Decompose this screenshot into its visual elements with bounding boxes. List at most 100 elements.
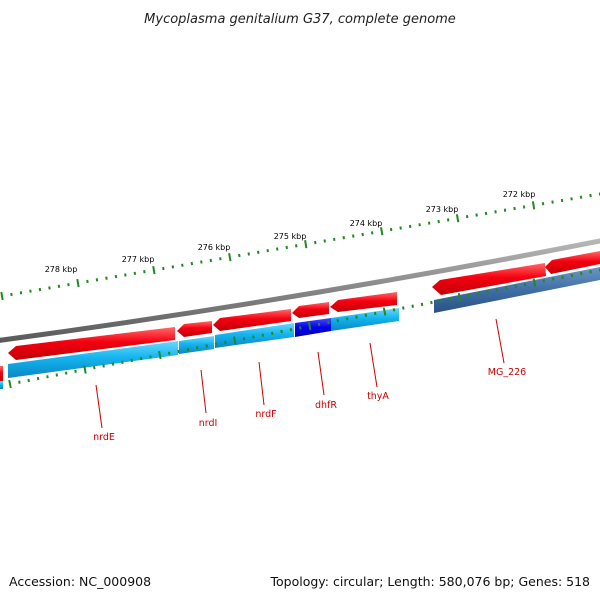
inner-tick xyxy=(345,317,349,321)
scale-label: 276 kbp xyxy=(198,243,231,252)
inner-tick xyxy=(317,322,321,326)
outer-tick xyxy=(95,278,99,282)
gene-arrow-nrdI[interactable] xyxy=(177,321,212,337)
inner-tick xyxy=(551,277,555,281)
outer-tick xyxy=(427,221,431,225)
gene-arrow-nrdE[interactable] xyxy=(8,327,175,360)
outer-tick xyxy=(323,239,326,243)
inner-tick xyxy=(46,375,49,379)
gene-label-MG_226[interactable]: MG_226 xyxy=(488,367,526,378)
inner-tick xyxy=(139,356,143,361)
outer-tick xyxy=(238,253,241,258)
inner-tick xyxy=(307,322,312,331)
outer-tick xyxy=(200,260,203,264)
inner-tick xyxy=(327,320,330,325)
outer-tick xyxy=(114,274,118,279)
cds-bar-mg226[interactable] xyxy=(434,267,600,313)
outer-tick xyxy=(86,279,89,284)
outer-tick xyxy=(570,197,573,201)
gene-arrow-thyA[interactable] xyxy=(330,292,397,312)
inner-tick xyxy=(102,364,105,368)
inner-tick xyxy=(532,278,537,287)
scale-label: 272 kbp xyxy=(503,190,536,199)
outer-tick xyxy=(10,292,13,297)
inner-tick xyxy=(430,300,433,305)
inner-tick xyxy=(261,333,265,337)
outer-tick xyxy=(437,219,440,224)
inner-tick xyxy=(280,329,283,334)
inner-tick xyxy=(36,376,40,381)
gene-labels: MG_226 thyA dhfR nrdF nrdI nrdE xyxy=(93,367,526,443)
cds-bar-thyA[interactable] xyxy=(331,308,399,331)
outer-tick xyxy=(190,261,194,266)
gene-label-nrdE[interactable]: nrdE xyxy=(93,432,115,443)
outer-tick xyxy=(408,224,412,229)
cds-bar-dhfR[interactable] xyxy=(295,318,331,337)
outer-tick xyxy=(124,273,127,277)
inner-tick xyxy=(486,290,489,294)
inner-tick xyxy=(111,362,115,366)
inner-tick xyxy=(130,358,133,363)
gene-label-nrdI[interactable]: nrdI xyxy=(199,418,218,429)
cds-bar-nrdE[interactable] xyxy=(8,341,178,378)
gene-arrow-mg226-a[interactable] xyxy=(432,263,546,295)
outer-tick xyxy=(143,270,146,274)
gene-label-nrdF[interactable]: nrdF xyxy=(255,409,276,420)
outer-tick xyxy=(522,205,526,209)
inner-tick xyxy=(299,326,302,330)
cds-feature-track xyxy=(0,267,600,389)
gene-arrow-dhfR[interactable] xyxy=(292,302,329,318)
outer-tick xyxy=(484,211,488,216)
inner-tick xyxy=(177,349,180,354)
outer-tick xyxy=(531,201,536,210)
inner-tick xyxy=(149,355,152,359)
outer-tick xyxy=(503,208,507,212)
outer-tick xyxy=(455,214,460,223)
scale-label: 273 kbp xyxy=(426,205,459,214)
accession-text: Accession: NC_000908 xyxy=(9,574,152,589)
outer-tick xyxy=(181,263,184,267)
gene-label-thyA[interactable]: thyA xyxy=(367,391,389,402)
outer-tick xyxy=(48,286,51,290)
gene-arrow-nrdF[interactable] xyxy=(213,309,291,331)
outer-tick xyxy=(399,226,402,230)
gene-label-dhfR[interactable]: dhfR xyxy=(315,400,337,411)
gene-label-leaders xyxy=(95,318,505,429)
cds-bar-edge-left[interactable] xyxy=(0,381,3,389)
inner-tick xyxy=(477,291,480,296)
cds-bar-nrdI[interactable] xyxy=(179,336,214,354)
gene-arrow-mg226-b[interactable] xyxy=(545,251,600,274)
outer-tick xyxy=(295,244,298,248)
inner-tick xyxy=(214,342,218,346)
inner-tick xyxy=(392,308,396,312)
inner-tick xyxy=(55,373,59,377)
outer-tick xyxy=(171,265,175,269)
outer-tick xyxy=(133,271,137,275)
gene-arrow-edge-left[interactable] xyxy=(0,366,3,381)
inner-tick xyxy=(505,286,508,290)
inner-tick xyxy=(439,299,443,303)
inner-tick xyxy=(467,293,471,298)
outer-tick-ring xyxy=(0,192,600,301)
inner-tick xyxy=(8,379,12,389)
inner-tick xyxy=(411,304,414,308)
inner-tick xyxy=(205,344,208,348)
scale-label: 278 kbp xyxy=(45,265,78,274)
outer-tick xyxy=(342,236,345,240)
outer-tick xyxy=(228,253,232,262)
inner-tick xyxy=(402,306,405,310)
outer-tick xyxy=(551,200,554,204)
inner-tick xyxy=(242,337,246,341)
inner-tick xyxy=(364,313,368,317)
leader-MG_226 xyxy=(495,318,505,364)
outer-tick xyxy=(389,227,393,232)
inner-tick xyxy=(64,371,68,375)
inner-tick xyxy=(570,273,574,278)
outer-tick xyxy=(494,210,497,214)
outer-tick xyxy=(589,193,592,198)
outer-tick xyxy=(209,258,213,263)
outer-tick xyxy=(314,240,317,245)
outer-tick xyxy=(266,249,269,253)
outer-tick xyxy=(446,218,450,222)
outer-tick xyxy=(38,287,42,292)
